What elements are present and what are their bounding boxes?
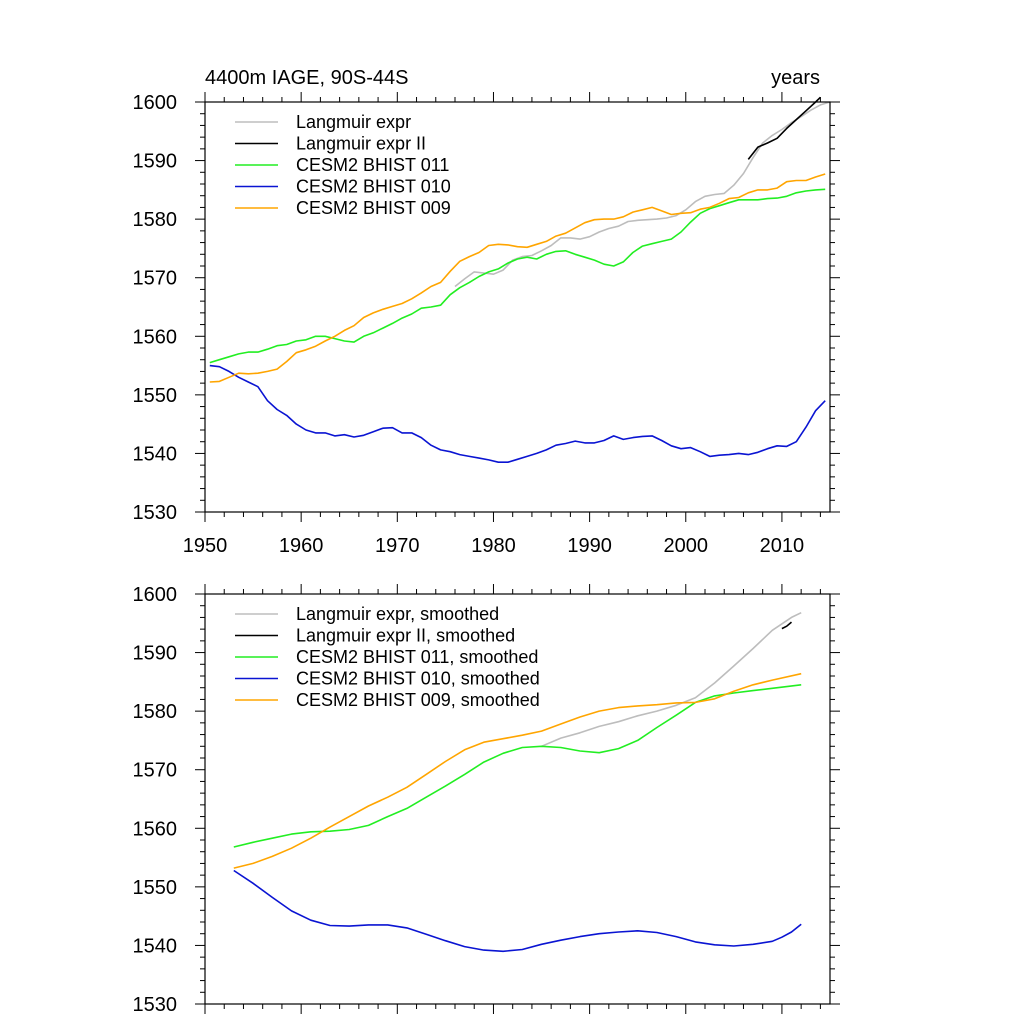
legend-label: CESM2 BHIST 011	[296, 155, 449, 175]
x-tick-label: 2000	[664, 535, 709, 557]
y-tick-label: 1530	[133, 502, 178, 524]
y-tick-label: 1600	[133, 584, 178, 606]
series-line-bhist-010	[209, 364, 826, 463]
series-line-bhist-011	[209, 188, 826, 364]
y-tick-label: 1580	[133, 701, 178, 723]
series-line-langmuir	[541, 611, 802, 748]
legend-label: Langmuir expr II	[296, 134, 426, 154]
legend-label: CESM2 BHIST 010	[296, 177, 451, 197]
chart-top: 4400m IAGE, 90S-44S years 1530 1540 1550 15…	[133, 67, 840, 557]
y-tick-label: 1570	[133, 760, 178, 782]
y-tick-label: 1530	[133, 994, 178, 1016]
series-line-bhist-009	[233, 672, 802, 869]
legend-label: Langmuir expr	[296, 112, 411, 132]
x-tick-label: 1980	[471, 535, 516, 557]
series-line-langmuir-ii	[781, 621, 793, 630]
legend-label: CESM2 BHIST 009, smoothed	[296, 690, 540, 710]
y-tick-label: 1550	[133, 385, 178, 407]
x-tick-label: 1970	[375, 535, 420, 557]
legend-label: CESM2 BHIST 010, smoothed	[296, 669, 540, 689]
series-line-langmuir	[454, 101, 831, 288]
legend-label: Langmuir expr, smoothed	[296, 604, 499, 624]
plot-frame	[204, 593, 831, 1005]
y-tick-label: 1540	[133, 443, 178, 465]
y-tick-label: 1590	[133, 643, 178, 665]
y-tick-label: 1580	[133, 209, 178, 231]
chart-bottom: 1530 1540 1550 1560 1570 1580 1590 1600 Langmuir…	[133, 584, 840, 1016]
y-tick-label: 1570	[133, 268, 178, 290]
series-line-bhist-010	[233, 869, 802, 953]
legend-label: CESM2 BHIST 011, smoothed	[296, 647, 538, 667]
y-tick-label: 1600	[133, 92, 178, 114]
x-tick-label: 1990	[567, 535, 612, 557]
legend-label: Langmuir expr II, smoothed	[296, 626, 515, 646]
y-tick-label: 1590	[133, 151, 178, 173]
chart-units: years	[771, 67, 820, 89]
x-tick-label: 1960	[279, 535, 324, 557]
series-line-bhist-009	[209, 173, 826, 383]
legend-label: CESM2 BHIST 009	[296, 198, 451, 218]
y-tick-label: 1560	[133, 818, 178, 840]
y-tick-label: 1560	[133, 326, 178, 348]
plot-frame	[204, 101, 831, 513]
y-tick-label: 1540	[133, 935, 178, 957]
x-tick-label: 1950	[183, 535, 228, 557]
chart-title: 4400m IAGE, 90S-44S	[205, 67, 408, 89]
series-line-langmuir-ii	[747, 96, 821, 160]
y-tick-label: 1550	[133, 877, 178, 899]
x-tick-label: 2010	[760, 535, 805, 557]
